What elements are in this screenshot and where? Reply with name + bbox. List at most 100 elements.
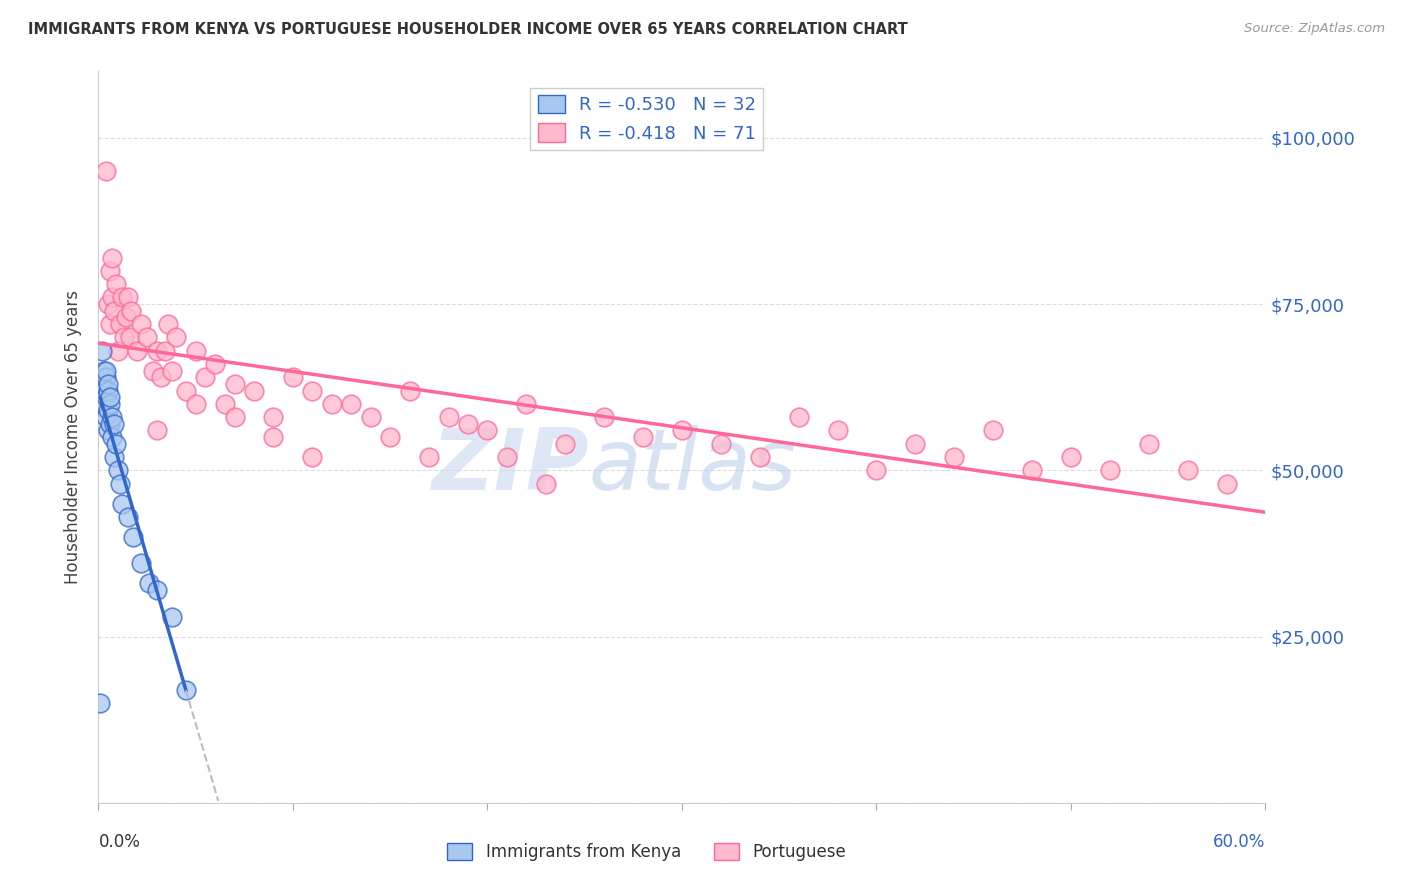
Point	[418, 450, 440, 464]
Point	[118, 330, 141, 344]
Point	[153, 343, 176, 358]
Point	[943, 450, 966, 464]
Point	[710, 436, 733, 450]
Point	[162, 609, 184, 624]
Point	[534, 476, 557, 491]
Point	[262, 430, 284, 444]
Point	[301, 384, 323, 398]
Point	[787, 410, 810, 425]
Point	[184, 397, 207, 411]
Point	[97, 403, 120, 417]
Point	[117, 290, 139, 304]
Point	[748, 450, 770, 464]
Point	[174, 682, 197, 697]
Point	[96, 164, 118, 178]
Point	[91, 343, 114, 358]
Point	[1177, 463, 1199, 477]
Point	[981, 424, 1004, 438]
Point	[437, 410, 460, 425]
Point	[103, 417, 125, 431]
Point	[827, 424, 849, 438]
Point	[89, 696, 111, 710]
Point	[93, 384, 115, 398]
Point	[262, 410, 284, 425]
Point	[281, 370, 304, 384]
Point	[1137, 436, 1160, 450]
Point	[91, 376, 114, 391]
Point	[97, 297, 120, 311]
Text: atlas: atlas	[589, 425, 797, 508]
Point	[104, 277, 127, 292]
Point	[243, 384, 266, 398]
Point	[111, 497, 134, 511]
Point	[593, 410, 616, 425]
Point	[477, 424, 499, 438]
Point	[146, 582, 169, 597]
Point	[321, 397, 343, 411]
Point	[174, 384, 197, 398]
Point	[98, 390, 121, 404]
Text: IMMIGRANTS FROM KENYA VS PORTUGUESE HOUSEHOLDER INCOME OVER 65 YEARS CORRELATION: IMMIGRANTS FROM KENYA VS PORTUGUESE HOUS…	[28, 22, 908, 37]
Point	[98, 317, 121, 331]
Point	[157, 317, 180, 331]
Point	[671, 424, 693, 438]
Point	[1098, 463, 1121, 477]
Point	[98, 264, 121, 278]
Point	[146, 343, 169, 358]
Point	[108, 317, 131, 331]
Point	[117, 509, 139, 524]
Point	[142, 363, 165, 377]
Point	[96, 370, 118, 384]
Point	[103, 303, 125, 318]
Point	[112, 330, 135, 344]
Text: 60.0%: 60.0%	[1213, 833, 1265, 851]
Point	[214, 397, 236, 411]
Point	[904, 436, 927, 450]
Text: Source: ZipAtlas.com: Source: ZipAtlas.com	[1244, 22, 1385, 36]
Point	[1215, 476, 1237, 491]
Point	[101, 290, 124, 304]
Text: 0.0%: 0.0%	[98, 833, 141, 851]
Point	[165, 330, 187, 344]
Point	[101, 430, 124, 444]
Point	[101, 410, 124, 425]
Point	[398, 384, 420, 398]
Point	[194, 370, 217, 384]
Point	[1060, 450, 1083, 464]
Point	[97, 424, 120, 438]
Point	[496, 450, 519, 464]
Point	[631, 430, 654, 444]
Point	[224, 410, 246, 425]
Point	[554, 436, 576, 450]
Legend: Immigrants from Kenya, Portuguese: Immigrants from Kenya, Portuguese	[440, 836, 853, 868]
Point	[162, 363, 184, 377]
Point	[114, 310, 136, 325]
Point	[129, 317, 152, 331]
Point	[93, 363, 115, 377]
Point	[380, 430, 402, 444]
Point	[107, 463, 129, 477]
Point	[204, 357, 226, 371]
Point	[127, 343, 149, 358]
Point	[865, 463, 887, 477]
Point	[96, 390, 118, 404]
Point	[301, 450, 323, 464]
Point	[360, 410, 382, 425]
Point	[136, 330, 159, 344]
Point	[146, 424, 169, 438]
Point	[111, 290, 134, 304]
Point	[224, 376, 246, 391]
Point	[121, 303, 143, 318]
Point	[340, 397, 363, 411]
Point	[138, 576, 160, 591]
Y-axis label: Householder Income Over 65 years: Householder Income Over 65 years	[65, 290, 83, 584]
Point	[104, 436, 127, 450]
Point	[93, 397, 115, 411]
Point	[97, 384, 120, 398]
Point	[515, 397, 537, 411]
Point	[184, 343, 207, 358]
Point	[129, 557, 152, 571]
Point	[122, 530, 145, 544]
Point	[108, 476, 131, 491]
Point	[149, 370, 172, 384]
